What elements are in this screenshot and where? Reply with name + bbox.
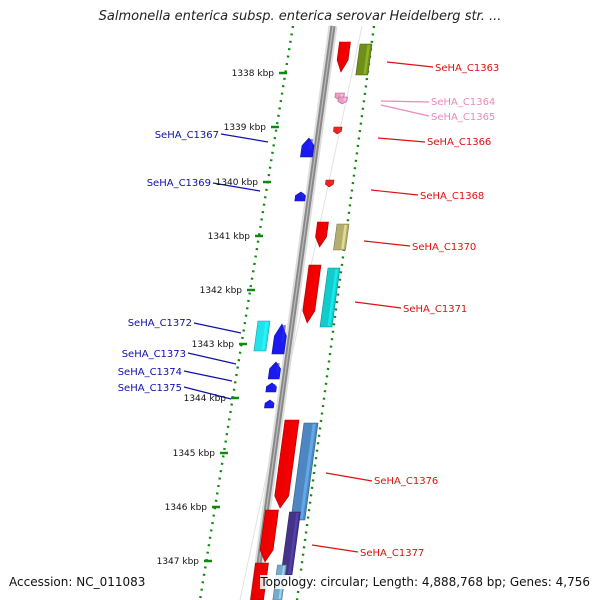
gene-feature[interactable] [302,264,322,324]
gene-leader-line [380,100,430,103]
gene-label[interactable]: SeHA_C1368 [420,191,484,202]
guide-line-left [198,25,295,600]
genome-summary-text: Topology: circular; Length: 4,888,768 bp… [260,575,590,589]
tick-label: 1339 kbp [224,123,267,133]
gene-leader-line [377,137,426,143]
gene-label[interactable]: SeHA_C1376 [374,476,438,487]
gene-leader-line [363,240,411,247]
gene-label[interactable]: SeHA_C1370 [412,242,476,253]
tick-label: 1341 kbp [208,232,251,242]
tick-label: 1342 kbp [200,286,243,296]
tick-label: 1338 kbp [232,69,275,79]
gene-label[interactable]: SeHA_C1373 [122,349,186,360]
gene-leader-line [220,133,269,143]
gene-feature[interactable] [325,179,335,188]
gene-label[interactable]: SeHA_C1371 [403,304,467,315]
gene-feature[interactable] [355,43,373,76]
gene-label[interactable]: SeHA_C1369 [147,178,211,189]
tick-label: 1343 kbp [192,340,235,350]
gene-leader-line [325,472,373,482]
tick-label: 1345 kbp [173,449,216,459]
gene-label[interactable]: SeHA_C1372 [128,318,192,329]
gene-leader-line [212,182,261,192]
gene-leader-line [311,544,359,553]
gene-leader-line [193,322,242,334]
gene-label[interactable]: SeHA_C1364 [431,97,495,108]
tick-label: 1347 kbp [157,557,200,567]
gene-label[interactable]: SeHA_C1375 [118,383,182,394]
gene-label[interactable]: SeHA_C1374 [118,367,182,378]
map-title: Salmonella enterica subsp. enterica sero… [98,9,502,24]
gene-label[interactable]: SeHA_C1365 [431,112,495,123]
gene-leader-line [370,189,419,196]
gene-feature[interactable] [333,126,343,135]
gene-feature[interactable] [315,221,329,248]
gene-label[interactable]: SeHA_C1363 [435,63,499,74]
gene-leader-line [380,104,430,117]
gene-label[interactable]: SeHA_C1377 [360,548,424,559]
gene-feature[interactable] [336,41,351,73]
tick-label: 1340 kbp [216,178,259,188]
gene-feature[interactable] [333,223,350,251]
gene-leader-line [386,61,434,68]
tick-label: 1346 kbp [165,503,208,513]
gene-leader-line [183,386,232,400]
gene-label[interactable]: SeHA_C1366 [427,137,491,148]
gene-leader-line [187,352,237,365]
gene-leader-line [183,370,233,382]
gene-label[interactable]: SeHA_C1367 [155,130,219,141]
gene-leader-line [354,301,402,309]
tick-label: 1344 kbp [184,394,227,404]
gene-feature[interactable] [253,320,271,352]
accession-text: Accession: NC_011083 [9,575,146,589]
